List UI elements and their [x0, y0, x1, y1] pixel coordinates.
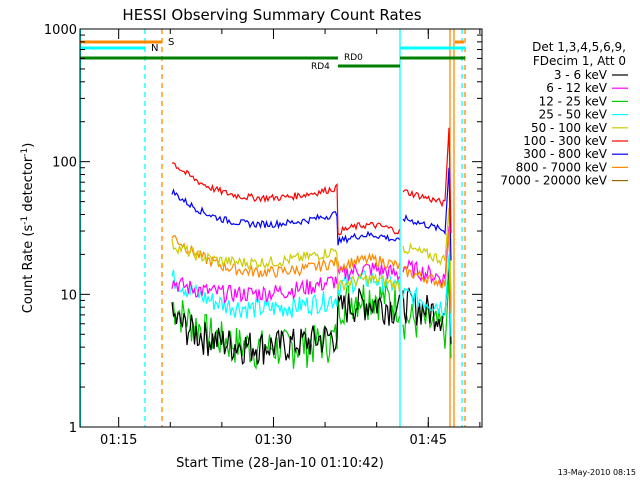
series-line-tail-3: [402, 254, 452, 337]
series-line-5: [171, 162, 401, 236]
flag-label-s: S: [168, 37, 174, 48]
legend-label-3: 25 - 50 keV: [539, 108, 608, 122]
y-axis-label-end: ): [21, 143, 36, 148]
y-axis-label-mid: detector: [21, 156, 36, 216]
legend-label-2: 12 - 25 keV: [539, 94, 608, 108]
y-axis-label-sup1: -1: [20, 216, 30, 225]
series-line-tail-7: [402, 230, 452, 314]
series-layer: [171, 127, 452, 370]
series-line-tail-1: [402, 226, 452, 309]
legend-label-7: 800 - 7000 keV: [516, 160, 608, 174]
legend-header-2: FDecim 1, Att 0: [533, 54, 626, 68]
legend-header-1: Det 1,3,4,5,6,9,: [532, 40, 626, 54]
flag-bars: SN RD0 RD4: [80, 37, 465, 72]
y-tick-label: 100: [52, 156, 77, 171]
y-tick-label: 1000: [44, 23, 77, 38]
legend-label-6: 300 - 800 keV: [523, 147, 607, 161]
legend-label-8: 7000 - 20000 keV: [500, 174, 607, 188]
legend-label-5: 100 - 300 keV: [523, 134, 607, 148]
axes-layer: 1 10 100 1000 01:15 01:30 01:45: [44, 23, 483, 448]
x-tick-label: 01:45: [410, 433, 447, 448]
y-axis-label: Count Rate (s-1 detector-1): [20, 143, 36, 314]
series-line-1: [171, 261, 401, 304]
axes-frame: [79, 28, 483, 428]
x-axis-label: Start Time (28-Jan-10 01:10:42): [176, 456, 384, 471]
legend-label-4: 50 - 100 keV: [531, 121, 608, 135]
series-line-tail-2: [402, 275, 452, 359]
series-line-7: [171, 235, 401, 278]
legend-label-0: 3 - 6 keV: [554, 68, 608, 82]
series-line-tail-5: [402, 127, 452, 234]
y-axis-label-main: Count Rate (s: [21, 225, 36, 314]
series-line-0: [171, 288, 401, 366]
series-line-4: [171, 238, 401, 292]
flag-label-n: N: [151, 43, 158, 54]
y-tick-label: 1: [69, 421, 77, 436]
legend-label-1: 6 - 12 keV: [546, 81, 608, 95]
plot-area: [79, 29, 466, 427]
legend: Det 1,3,4,5,6,9, FDecim 1, Att 0 3 - 6 k…: [500, 40, 628, 188]
x-tick-label: 01:15: [100, 433, 137, 448]
flag-label-rd0: RD0: [344, 53, 363, 63]
series-line-tail-4: [402, 207, 452, 290]
y-axis-label-sup2: -1: [20, 148, 30, 157]
x-tick-label: 01:30: [255, 433, 292, 448]
chart-title: HESSI Observing Summary Count Rates: [122, 6, 421, 24]
series-line-tail-6: [402, 167, 452, 261]
y-tick-label: 10: [60, 288, 77, 303]
timestamp: 13-May-2010 08:15: [558, 468, 636, 477]
flag-label-rd4: RD4: [311, 62, 330, 72]
series-line-6: [171, 188, 400, 246]
series-line-2: [171, 282, 401, 370]
